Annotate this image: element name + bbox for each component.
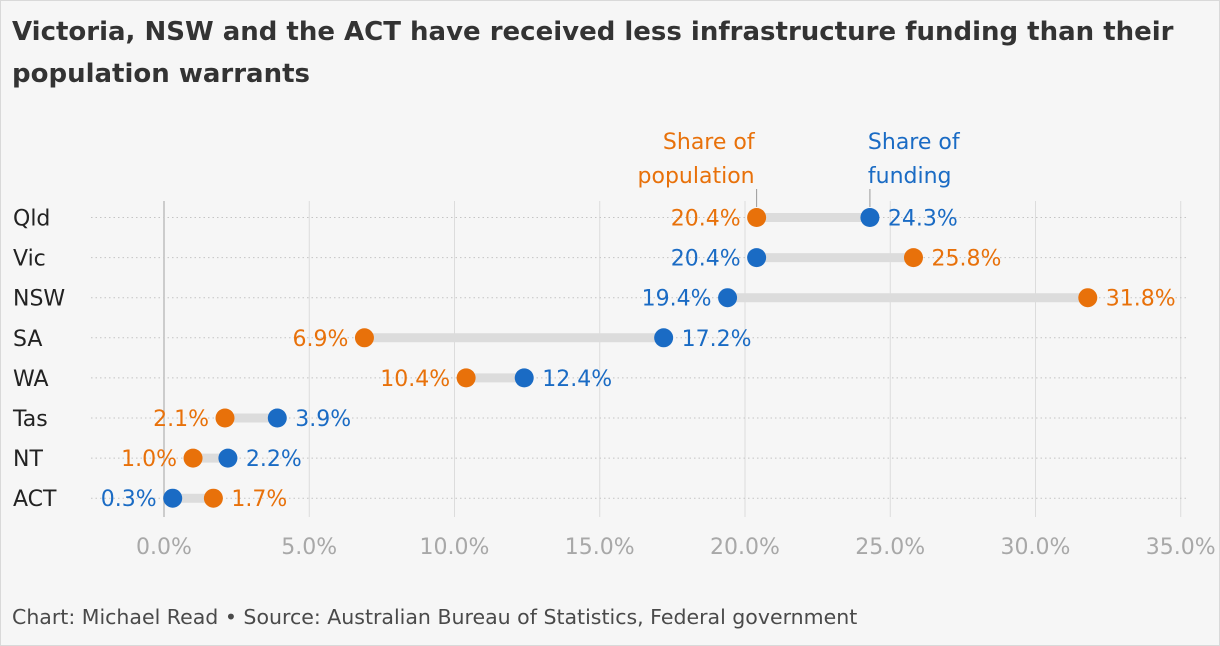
category-label: Tas — [12, 407, 48, 432]
category-label: WA — [13, 367, 49, 392]
population-dot — [456, 368, 476, 388]
funding-value-label: 20.4% — [671, 247, 741, 272]
funding-value-label: 0.3% — [101, 487, 157, 512]
population-value-label: 25.8% — [931, 247, 1001, 272]
population-dot — [183, 448, 203, 468]
population-value-label: 1.0% — [121, 447, 177, 472]
population-dot — [747, 208, 767, 227]
funding-dot — [267, 408, 287, 428]
legend-funding-label: funding — [868, 164, 952, 189]
category-label: NT — [13, 447, 43, 472]
legend-population-label: Share of — [663, 130, 756, 155]
funding-value-label: 2.2% — [246, 447, 302, 472]
category-label: ACT — [13, 487, 57, 512]
x-tick-label: 30.0% — [1001, 535, 1071, 560]
funding-dot — [218, 448, 238, 468]
population-value-label: 6.9% — [293, 327, 349, 352]
category-label: SA — [13, 327, 42, 352]
dumbbell-chart: 0.0% 5.0% 10.0% 15.0% 20.0% 25.0% 30.0% 35.0% Ql… — [12, 130, 1216, 560]
population-dot — [354, 328, 374, 348]
chart-source-credit: Chart: Michael Read • Source: Australian… — [12, 605, 858, 629]
legend-population-label: population — [638, 164, 755, 189]
x-tick-label: 10.0% — [420, 535, 490, 560]
funding-value-label: 12.4% — [542, 367, 612, 392]
funding-dot — [514, 368, 534, 388]
x-tick-label: 5.0% — [281, 535, 337, 560]
population-value-label: 1.7% — [231, 487, 287, 512]
population-value-label: 31.8% — [1106, 287, 1176, 312]
funding-value-label: 19.4% — [642, 287, 712, 312]
category-label: Vic — [13, 247, 46, 272]
chart-title: Victoria, NSW and the ACT have received … — [12, 17, 1174, 89]
x-tick-label: 35.0% — [1146, 535, 1216, 560]
category-label: NSW — [13, 287, 65, 312]
funding-value-label: 3.9% — [295, 407, 351, 432]
funding-dot — [163, 488, 183, 508]
funding-dot — [654, 328, 674, 348]
population-value-label: 2.1% — [153, 407, 209, 432]
population-dot — [203, 488, 223, 508]
funding-value-label: 17.2% — [682, 327, 752, 352]
funding-dot — [747, 248, 767, 268]
population-dot — [215, 408, 235, 428]
population-value-label: 20.4% — [671, 207, 741, 232]
funding-value-label: 24.3% — [888, 207, 958, 232]
legend-funding-label: Share of — [868, 130, 961, 155]
x-tick-label: 25.0% — [855, 535, 925, 560]
population-dot — [903, 248, 923, 268]
x-tick-label: 15.0% — [565, 535, 635, 560]
x-tick-label: 20.0% — [710, 535, 780, 560]
category-label: Qld — [13, 207, 50, 232]
population-value-label: 10.4% — [380, 367, 450, 392]
population-dot — [1078, 288, 1098, 308]
funding-dot — [718, 288, 738, 308]
x-tick-label: 0.0% — [136, 535, 192, 560]
funding-dot — [860, 208, 880, 227]
